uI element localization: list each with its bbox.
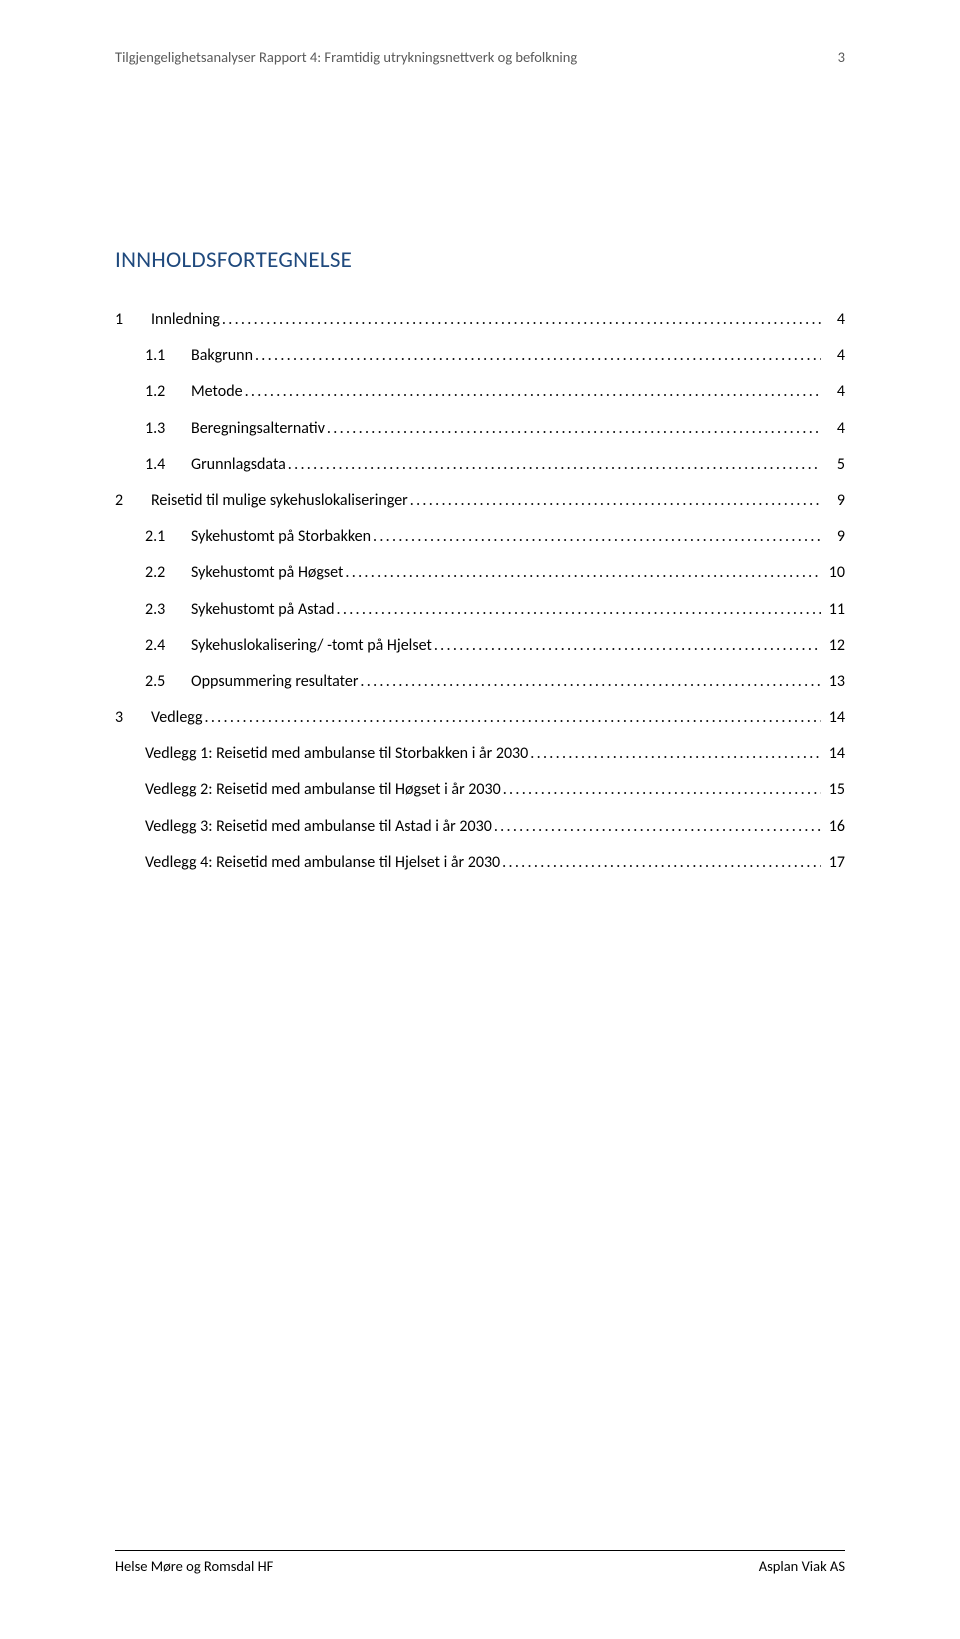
- toc-entry-page: 10: [823, 561, 845, 584]
- toc-entry[interactable]: 1.1Bakgrunn 4: [115, 344, 845, 367]
- toc-entry-label: Oppsummering resultater: [191, 670, 358, 693]
- toc-entry-label: Reisetid til mulige sykehuslokaliseringe…: [151, 489, 408, 512]
- toc-entry[interactable]: Vedlegg 3: Reisetid med ambulanse til As…: [115, 815, 845, 838]
- toc-entry-label: Sykehustomt på Astad: [191, 598, 335, 621]
- toc-leader-dots: [222, 308, 821, 331]
- toc-entry-number: 2.1: [145, 525, 191, 548]
- toc-entry-page: 4: [823, 417, 845, 440]
- toc-entry-label: Bakgrunn: [191, 344, 253, 367]
- toc-entry-page: 17: [823, 851, 845, 874]
- toc-entry-label: Grunnlagsdata: [191, 453, 286, 476]
- toc-entry-label: Beregningsalternativ: [191, 417, 325, 440]
- toc-entry[interactable]: 2.1Sykehustomt på Storbakken 9: [115, 525, 845, 548]
- toc-entry-number: 2.4: [145, 634, 191, 657]
- toc-leader-dots: [373, 525, 821, 548]
- toc-entry-page: 9: [823, 489, 845, 512]
- toc-entry-page: 12: [823, 634, 845, 657]
- toc-entry-page: 5: [823, 453, 845, 476]
- toc-leader-dots: [245, 380, 821, 403]
- footer-divider: [115, 1550, 845, 1551]
- toc-entry-page: 16: [823, 815, 845, 838]
- toc-entry-page: 14: [823, 742, 845, 765]
- toc-entry-page: 4: [823, 344, 845, 367]
- toc-entry[interactable]: Vedlegg 4: Reisetid med ambulanse til Hj…: [115, 851, 845, 874]
- toc-leader-dots: [502, 851, 821, 874]
- table-of-contents: 1Innledning41.1Bakgrunn41.2Metode41.3Ber…: [115, 308, 845, 874]
- toc-entry-number: 2.5: [145, 670, 191, 693]
- toc-entry-label: Vedlegg 4: Reisetid med ambulanse til Hj…: [145, 851, 500, 874]
- toc-entry[interactable]: 2.2Sykehustomt på Høgset 10: [115, 561, 845, 584]
- toc-leader-dots: [327, 417, 821, 440]
- toc-leader-dots: [530, 742, 821, 765]
- toc-entry-page: 13: [823, 670, 845, 693]
- toc-entry[interactable]: 1Innledning 4: [115, 308, 845, 331]
- toc-entry-number: 3: [115, 706, 151, 729]
- page-footer: Helse Møre og Romsdal HF Asplan Viak AS: [115, 1550, 845, 1575]
- toc-entry-label: Vedlegg: [151, 706, 203, 729]
- toc-entry-page: 15: [823, 778, 845, 801]
- toc-entry[interactable]: Vedlegg 2: Reisetid med ambulanse til Hø…: [115, 778, 845, 801]
- toc-leader-dots: [360, 670, 821, 693]
- toc-entry-number: 2.2: [145, 561, 191, 584]
- toc-entry-label: Vedlegg 2: Reisetid med ambulanse til Hø…: [145, 778, 501, 801]
- page-header: Tilgjengelighetsanalyser Rapport 4: Fram…: [115, 48, 845, 66]
- header-title: Tilgjengelighetsanalyser Rapport 4: Fram…: [115, 48, 577, 66]
- toc-entry-page: 4: [823, 308, 845, 331]
- toc-leader-dots: [345, 561, 821, 584]
- toc-entry-label: Innledning: [151, 308, 220, 331]
- toc-leader-dots: [337, 598, 821, 621]
- toc-entry-page: 14: [823, 706, 845, 729]
- toc-entry-label: Sykehuslokalisering/ -tomt på Hjelset: [191, 634, 432, 657]
- toc-entry-number: 1.4: [145, 453, 191, 476]
- toc-heading: INNHOLDSFORTEGNELSE: [115, 246, 845, 274]
- toc-entry[interactable]: 1.2Metode 4: [115, 380, 845, 403]
- toc-entry[interactable]: 1.4Grunnlagsdata 5: [115, 453, 845, 476]
- toc-entry[interactable]: Vedlegg 1: Reisetid med ambulanse til St…: [115, 742, 845, 765]
- toc-entry-number: 1.2: [145, 380, 191, 403]
- toc-leader-dots: [434, 634, 821, 657]
- toc-entry-number: 1.1: [145, 344, 191, 367]
- toc-entry-number: 1.3: [145, 417, 191, 440]
- toc-entry-page: 4: [823, 380, 845, 403]
- toc-leader-dots: [410, 489, 821, 512]
- toc-entry-page: 11: [823, 598, 845, 621]
- toc-entry[interactable]: 3Vedlegg 14: [115, 706, 845, 729]
- footer-right: Asplan Viak AS: [759, 1557, 845, 1575]
- toc-entry[interactable]: 2.4Sykehuslokalisering/ -tomt på Hjelset…: [115, 634, 845, 657]
- document-page: Tilgjengelighetsanalyser Rapport 4: Fram…: [0, 0, 960, 1639]
- toc-leader-dots: [255, 344, 821, 367]
- toc-entry-label: Vedlegg 1: Reisetid med ambulanse til St…: [145, 742, 528, 765]
- toc-entry[interactable]: 2.5Oppsummering resultater 13: [115, 670, 845, 693]
- toc-entry-number: 2: [115, 489, 151, 512]
- toc-entry-label: Sykehustomt på Storbakken: [191, 525, 371, 548]
- header-page-number: 3: [838, 48, 845, 66]
- toc-leader-dots: [503, 778, 821, 801]
- toc-leader-dots: [205, 706, 822, 729]
- toc-entry-label: Vedlegg 3: Reisetid med ambulanse til As…: [145, 815, 492, 838]
- footer-left: Helse Møre og Romsdal HF: [115, 1557, 273, 1575]
- toc-entry-label: Metode: [191, 380, 243, 403]
- toc-entry-label: Sykehustomt på Høgset: [191, 561, 343, 584]
- toc-entry-number: 1: [115, 308, 151, 331]
- toc-entry-page: 9: [823, 525, 845, 548]
- toc-entry-number: 2.3: [145, 598, 191, 621]
- toc-entry[interactable]: 2Reisetid til mulige sykehuslokalisering…: [115, 489, 845, 512]
- toc-leader-dots: [288, 453, 821, 476]
- toc-leader-dots: [494, 815, 821, 838]
- toc-entry[interactable]: 2.3Sykehustomt på Astad 11: [115, 598, 845, 621]
- toc-entry[interactable]: 1.3Beregningsalternativ 4: [115, 417, 845, 440]
